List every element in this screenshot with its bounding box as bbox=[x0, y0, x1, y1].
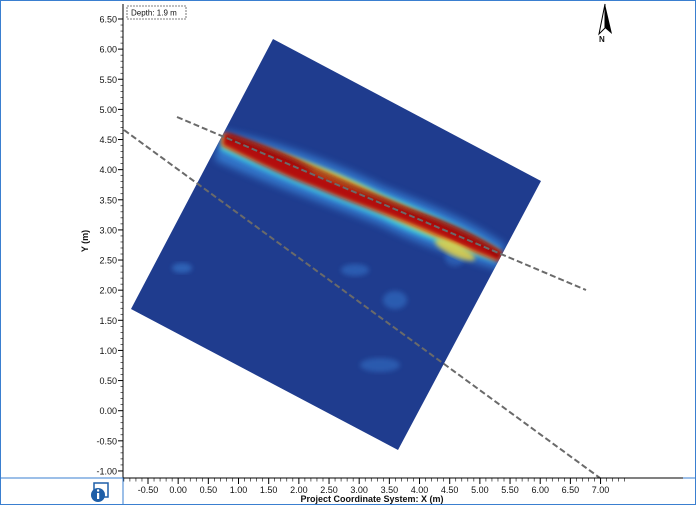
y-tick-label: 4.50 bbox=[99, 135, 117, 145]
y-tick-label: 5.50 bbox=[99, 75, 117, 85]
depth-label: Depth: 1.9 m bbox=[131, 9, 177, 18]
survey-line-upper bbox=[176, 116, 587, 291]
y-tick-label: 0.50 bbox=[99, 376, 117, 386]
y-tick-label: 3.00 bbox=[99, 225, 117, 235]
y-tick-label: 2.00 bbox=[99, 286, 117, 296]
y-tick-label: 4.00 bbox=[99, 165, 117, 175]
y-tick-label: 1.00 bbox=[99, 346, 117, 356]
survey-line-lower bbox=[123, 129, 601, 479]
x-tick-label: 1.00 bbox=[230, 485, 248, 495]
x-tick-label: -0.50 bbox=[138, 485, 159, 495]
x-tick-label: 6.50 bbox=[562, 485, 580, 495]
y-axis-title: Y (m) bbox=[80, 230, 90, 252]
x-axis-title: Project Coordinate System: X (m) bbox=[300, 494, 443, 504]
x-tick-label: 4.50 bbox=[441, 485, 459, 495]
x-tick-label: 2.00 bbox=[290, 485, 308, 495]
info-icon[interactable] bbox=[91, 482, 109, 502]
y-tick-label: 0.00 bbox=[99, 406, 117, 416]
depth-badge: Depth: 1.9 m bbox=[126, 5, 187, 20]
y-tick-label: 1.50 bbox=[99, 316, 117, 326]
y-tick-label: 5.00 bbox=[99, 105, 117, 115]
x-tick-label: 3.00 bbox=[350, 485, 368, 495]
y-tick-label: 6.00 bbox=[99, 45, 117, 55]
north-arrow-icon: N bbox=[598, 3, 612, 44]
radar-slice[interactable] bbox=[131, 39, 541, 450]
x-tick-label: 5.50 bbox=[501, 485, 519, 495]
y-axis: 6.50 6.00 5.50 5.00 4.50 4.00 3.50 3.00 2.50 2.00… bbox=[96, 4, 124, 478]
y-tick-label: -1.00 bbox=[96, 466, 117, 476]
y-tick-label: -0.50 bbox=[96, 436, 117, 446]
x-tick-label: 0.00 bbox=[169, 485, 187, 495]
x-tick-label: 5.00 bbox=[471, 485, 489, 495]
x-tick-label: 0.50 bbox=[200, 485, 218, 495]
north-label: N bbox=[599, 35, 605, 44]
x-tick-label: 6.00 bbox=[531, 485, 549, 495]
x-tick-label: 3.50 bbox=[381, 485, 399, 495]
y-tick-label: 2.50 bbox=[99, 256, 117, 266]
y-tick-label: 3.50 bbox=[99, 195, 117, 205]
x-axis: -0.50 0.00 0.50 1.00 1.50 2.00 2.50 3.00 3.50 4.0… bbox=[123, 477, 683, 495]
x-tick-label: 1.50 bbox=[260, 485, 278, 495]
x-tick-label: 4.00 bbox=[411, 485, 429, 495]
x-tick-label: 7.00 bbox=[592, 485, 610, 495]
y-tick-label: 6.50 bbox=[99, 15, 117, 25]
x-tick-label: 2.50 bbox=[320, 485, 338, 495]
